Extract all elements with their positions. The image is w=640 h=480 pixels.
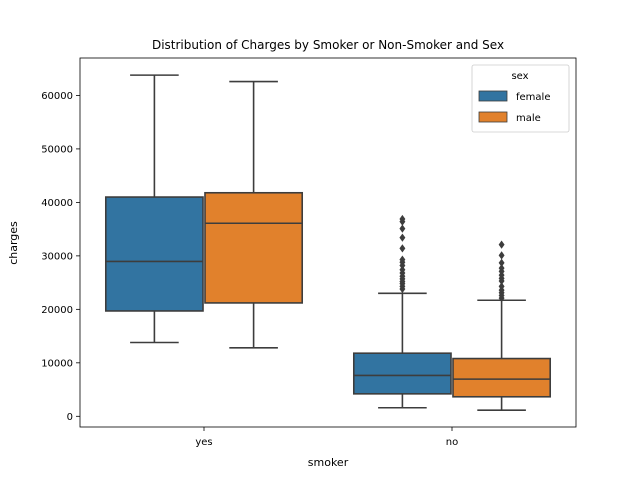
y-tick-label-4: 40000 xyxy=(41,198,73,209)
y-tick-label-0: 0 xyxy=(67,412,73,423)
outlier-point-male-no-10 xyxy=(498,258,505,267)
legend-swatch-male xyxy=(478,111,508,123)
y-tick-label-3: 30000 xyxy=(41,251,73,262)
y-tick-label-1: 10000 xyxy=(41,358,73,369)
outlier-point-female-no-12 xyxy=(399,233,406,242)
legend-swatch-female xyxy=(478,90,508,102)
y-tick-label-5: 50000 xyxy=(41,144,73,155)
x-tick-label-no: no xyxy=(446,437,458,448)
x-tick-label-yes: yes xyxy=(195,437,212,448)
outlier-point-male-no-9 xyxy=(498,264,505,273)
outlier-point-female-no-7 xyxy=(399,265,406,274)
outlier-point-male-no-11 xyxy=(498,251,505,260)
outlier-point-male-no-4 xyxy=(498,282,505,291)
outlier-point-male-no-12 xyxy=(498,240,505,249)
y-tick-label-6: 60000 xyxy=(41,91,73,102)
legend-label-male: male xyxy=(516,113,541,124)
box-female-yes xyxy=(104,196,204,312)
outlier-point-female-no-10 xyxy=(399,255,406,264)
chart-title: Distribution of Charges by Smoker or Non… xyxy=(152,38,504,52)
plot-area xyxy=(104,74,552,411)
outlier-point-female-no-15 xyxy=(399,214,406,224)
y-tick-label-2: 20000 xyxy=(41,305,73,316)
outlier-point-female-no-11 xyxy=(399,244,406,253)
y-axis: 0 10000 20000 30000 40000 50000 60000 xyxy=(41,91,80,423)
legend-title: sex xyxy=(511,71,528,82)
box-male-yes xyxy=(204,191,304,304)
x-axis: yes no xyxy=(195,427,458,448)
x-axis-title: smoker xyxy=(308,456,349,469)
box-female-no xyxy=(352,352,452,395)
outlier-point-female-no-13 xyxy=(399,224,406,233)
axes-frame xyxy=(79,57,577,428)
legend-label-female: female xyxy=(516,92,550,103)
y-axis-title: charges xyxy=(7,221,20,265)
legend: sex female male xyxy=(471,64,570,133)
box-male-no xyxy=(452,357,552,398)
